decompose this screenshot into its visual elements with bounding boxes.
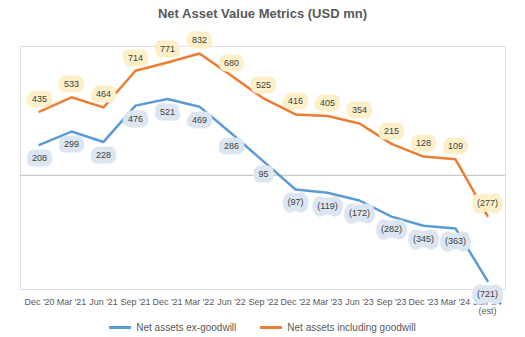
svg-text:771: 771 [160,44,175,54]
svg-text:Sep '22: Sep '22 [248,297,278,307]
svg-text:299: 299 [64,139,79,149]
svg-text:832: 832 [192,35,207,45]
svg-text:228: 228 [96,150,111,160]
svg-text:(282): (282) [381,224,402,234]
svg-text:405: 405 [320,98,335,108]
svg-text:680: 680 [224,58,239,68]
svg-text:109: 109 [448,141,463,151]
svg-text:Mar '23: Mar '23 [313,297,343,307]
svg-text:128: 128 [416,138,431,148]
svg-text:Jun '22: Jun '22 [217,297,246,307]
svg-text:208: 208 [32,153,47,163]
svg-text:(172): (172) [349,208,370,218]
svg-text:Dec '20: Dec '20 [24,297,54,307]
svg-text:469: 469 [192,115,207,125]
svg-text:Jun '24(est): Jun '24(est) [473,297,502,316]
svg-text:Sep '21: Sep '21 [120,297,150,307]
svg-text:286: 286 [224,141,239,151]
svg-text:464: 464 [96,89,111,99]
svg-text:Jun '23: Jun '23 [345,297,374,307]
svg-text:Sep '23: Sep '23 [376,297,406,307]
svg-text:(119): (119) [317,201,337,211]
svg-text:714: 714 [128,53,143,63]
svg-text:(277): (277) [477,198,498,208]
html-text:Net assets ex-goodwill: Net assets ex-goodwill [136,321,237,333]
svg-text:416: 416 [288,96,303,106]
svg-text:525: 525 [256,80,271,90]
svg-text:(721): (721) [477,289,498,299]
svg-text:215: 215 [384,126,399,136]
svg-text:(345): (345) [413,234,434,244]
svg-text:(363): (363) [445,236,466,246]
html-text:Net Asset Value Metrics (USD m: Net Asset Value Metrics (USD mn) [158,6,367,21]
svg-text:Mar '22: Mar '22 [185,297,215,307]
svg-text:95: 95 [258,169,268,179]
svg-text:476: 476 [128,114,143,124]
html-text:Net assets including goodwill: Net assets including goodwill [287,321,416,333]
svg-text:533: 533 [64,79,79,89]
svg-text:Jun '21: Jun '21 [89,297,118,307]
svg-text:(97): (97) [287,197,303,207]
svg-text:521: 521 [160,107,175,117]
svg-text:Dec '21: Dec '21 [152,297,182,307]
svg-text:Mar '24: Mar '24 [441,297,471,307]
svg-text:Mar '21: Mar '21 [57,297,87,307]
svg-text:435: 435 [32,94,47,104]
svg-text:Dec '23: Dec '23 [408,297,438,307]
svg-text:354: 354 [352,105,367,115]
svg-text:Dec '22: Dec '22 [280,297,310,307]
